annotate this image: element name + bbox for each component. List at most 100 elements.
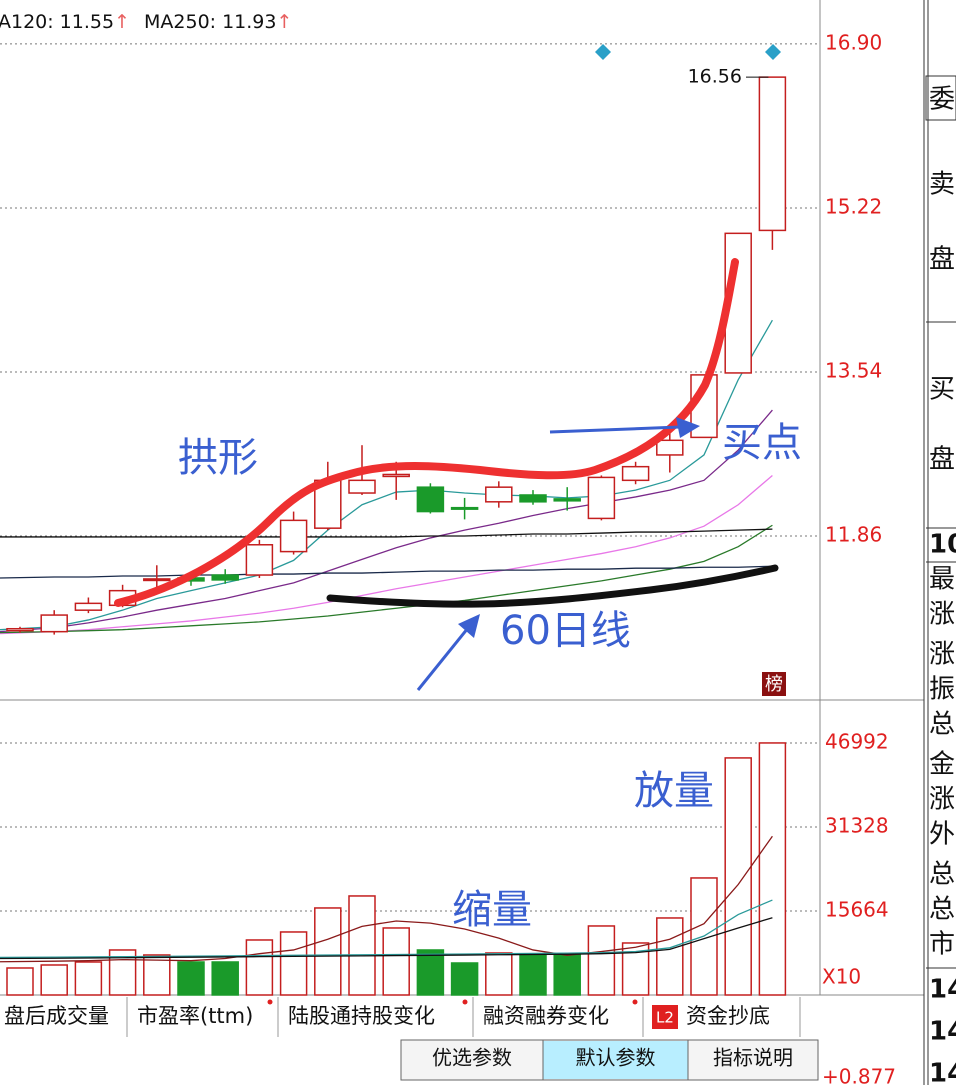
tab-dot — [632, 999, 638, 1005]
marker — [765, 44, 781, 60]
candle-body — [758, 76, 787, 232]
toolbar: 盘后成交量 市盈率(ttm) 陆股通持股变化 融资融券变化 资金抄底 L2 优选参数 默认参数… — [0, 85, 956, 1085]
volume-bar — [279, 931, 308, 996]
badge — [762, 672, 786, 696]
ma-line — [0, 524, 773, 634]
l2-label: L2 — [656, 1009, 674, 1027]
side-text: 涨 — [929, 640, 955, 670]
legend-value: 11.93 — [222, 11, 276, 33]
volume-bar — [587, 925, 616, 996]
y-tick-label: 16.90 — [825, 30, 882, 54]
volume-bar — [519, 954, 547, 996]
side-text: 最 — [929, 565, 955, 595]
side-text: 涨 — [929, 785, 955, 815]
tab[interactable]: 市盈率(ttm) — [137, 1004, 253, 1028]
ma-line — [0, 899, 773, 959]
candle-body — [485, 486, 513, 503]
candle-body — [450, 506, 479, 510]
arch-curve — [114, 258, 739, 607]
button[interactable]: 优选参数 — [432, 1046, 512, 1070]
tab[interactable]: 融资融券变化 — [483, 1004, 609, 1028]
side-text: 10 — [929, 530, 956, 560]
side-text: 盘 — [929, 245, 955, 275]
volume-bar — [74, 961, 103, 996]
volume-bar — [724, 757, 752, 996]
side-text: 卖 — [929, 170, 955, 200]
annotation: 买点 — [722, 420, 802, 466]
multiplier: X10 — [822, 965, 861, 989]
button[interactable]: 默认参数 — [576, 1046, 656, 1070]
y-tick-label: 11.86 — [825, 522, 882, 546]
ma-line — [0, 835, 773, 963]
ma-line — [0, 917, 773, 960]
max-label: 16.56 — [688, 66, 742, 88]
arrow — [549, 425, 681, 434]
candle-body — [245, 544, 274, 576]
y-tick-label: 15.22 — [825, 194, 882, 218]
side-box — [925, 75, 956, 121]
tab[interactable]: 资金抄底 — [686, 1004, 770, 1028]
candle-body — [519, 494, 547, 503]
button[interactable]: 指标说明 — [713, 1046, 793, 1070]
y-tick-label: 15664 — [825, 897, 889, 921]
annotations: 拱形 买点 60日线 放量 缩量 榜 — [114, 44, 802, 933]
volume-bar — [553, 954, 581, 996]
volume-bar — [211, 961, 239, 996]
side-text: 买 — [929, 375, 955, 405]
candle-body — [656, 439, 684, 456]
corner-value: +0.877 — [822, 1065, 896, 1085]
volume-bar — [177, 961, 205, 996]
button-active — [543, 1041, 688, 1079]
annotation: 拱形 — [178, 435, 258, 481]
side-text: 外 — [929, 820, 955, 850]
ma-line — [0, 409, 773, 633]
legend-arrow: ↑ — [114, 11, 130, 33]
volume-bar — [6, 967, 34, 996]
volume-bar — [758, 742, 787, 996]
annotation: 60日线 — [500, 608, 631, 654]
legend-arrow: ↑ — [276, 11, 292, 33]
candle-body — [587, 476, 616, 520]
legend-name: A120: — [0, 11, 54, 33]
arrow — [416, 627, 470, 691]
candle-body — [74, 602, 103, 611]
badge-text: 榜 — [765, 674, 783, 695]
ma-line — [0, 528, 773, 538]
candle-body — [382, 473, 410, 478]
y-tick-label: 13.54 — [825, 358, 882, 382]
legend: A120: 11.55↑ MA250: 11.93↑ — [0, 11, 292, 33]
side-text: 委 — [929, 85, 955, 115]
candle-body — [621, 465, 650, 482]
side-text: 总 — [929, 895, 955, 925]
volume-bar — [143, 954, 171, 996]
annotation: 放量 — [634, 768, 714, 814]
l2-badge — [652, 1005, 678, 1029]
side-text: 14 — [929, 1017, 956, 1047]
arrow-head — [676, 417, 700, 438]
annotation: 缩量 — [452, 887, 532, 933]
side-text: 14 — [929, 975, 956, 1005]
volume-bar — [485, 952, 513, 996]
side-text: 市 — [929, 930, 955, 960]
volume-bar — [416, 949, 445, 996]
side-text: 振 — [929, 675, 955, 705]
volume-bar — [450, 962, 479, 996]
side-text: 14 — [929, 1059, 956, 1085]
arrow-head — [458, 614, 480, 638]
side-text: 涨 — [929, 600, 955, 630]
volume-bar — [348, 895, 376, 996]
legend-name: MA250: — [144, 11, 216, 33]
tab[interactable]: 陆股通持股变化 — [288, 1004, 435, 1028]
candle-body — [348, 479, 376, 494]
ma-line — [0, 565, 773, 579]
candle-body — [279, 519, 308, 553]
volume-bar — [314, 907, 342, 996]
candle-body — [6, 627, 34, 632]
marker — [595, 44, 611, 60]
side-text: 金 — [929, 750, 955, 780]
ma-line — [0, 474, 773, 635]
tab[interactable]: 盘后成交量 — [4, 1004, 109, 1028]
